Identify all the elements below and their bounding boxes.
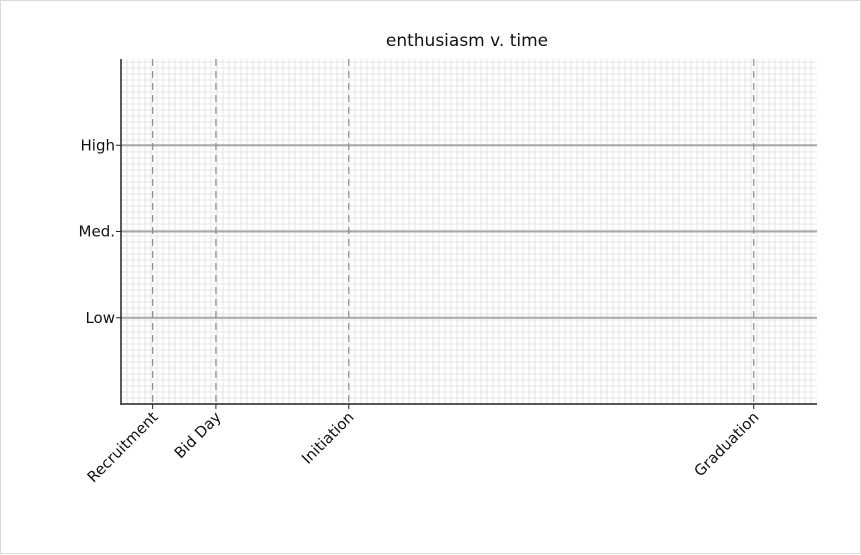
x-tick-label: Initiation [298,408,357,467]
x-tick-label: Bid Day [171,408,225,462]
ticks [116,144,755,409]
x-tick-label: Recruitment [84,408,162,486]
level-lines [121,144,817,319]
y-tick-label: High [81,136,115,154]
y-tick-label: Med. [79,223,115,241]
event-lines [152,59,755,404]
chart-title: enthusiasm v. time [386,31,548,51]
y-tick-label: Low [85,309,115,327]
x-tick-label: Graduation [690,408,762,480]
